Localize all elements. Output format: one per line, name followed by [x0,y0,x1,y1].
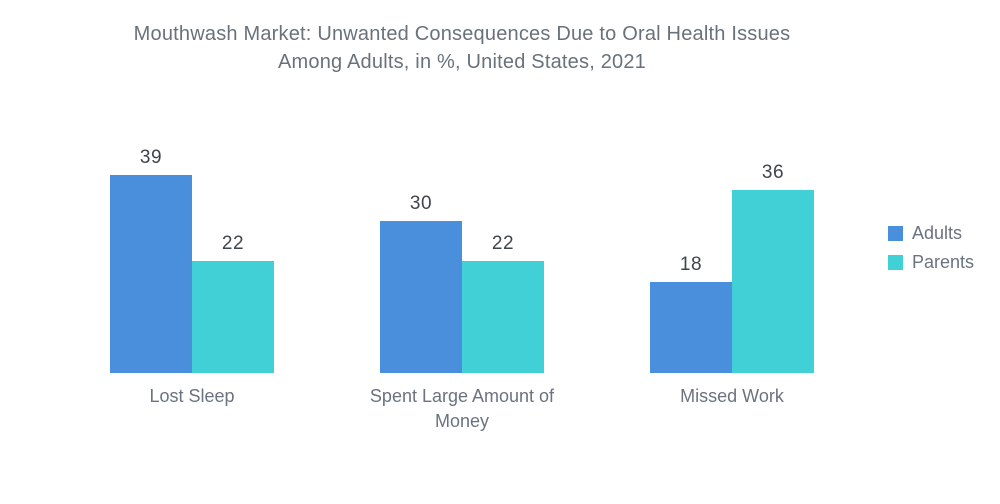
value-label-parents-missed-work: 36 [761,162,785,183]
category-label-spent-large-amount-of-money: Spent Large Amount of Money [369,386,555,431]
bar-group-spent-large-amount-of-money: 30 22 Spent Large Amount of Money [370,0,554,504]
legend-swatch-icon [888,254,903,270]
bar-parents-lost-sleep [192,261,274,373]
bar-group-lost-sleep: 39 22 Lost Sleep [110,0,274,504]
value-label-adults-missed-work: 18 [679,254,703,275]
legend: Adults Parents [888,224,974,282]
chart-title-line2: Among Adults, in %, United States, 2021 [277,51,646,73]
value-label-parents-spent-large-amount-of-money: 22 [491,233,515,254]
bar-column-parents-spent-large-amount-of-money: 22 [462,233,544,373]
bar-column-parents-lost-sleep: 22 [192,233,274,373]
bar-adults-missed-work [650,282,732,373]
category-label-missed-work: Missed Work [680,386,784,406]
category-label-lost-sleep: Lost Sleep [149,386,235,406]
bar-parents-missed-work [732,190,814,373]
legend-item-parents: Parents [888,253,974,271]
legend-item-adults: Adults [888,224,974,242]
bar-parents-spent-large-amount-of-money [462,261,544,373]
bar-column-adults-missed-work: 18 [650,254,732,373]
bar-column-parents-missed-work: 36 [732,162,814,373]
chart-title-line1: Mouthwash Market: Unwanted Consequences … [133,23,791,45]
bars-missed-work: 18 36 [650,162,814,373]
bar-adults-lost-sleep [110,175,192,373]
bar-adults-spent-large-amount-of-money [380,221,462,373]
value-label-adults-lost-sleep: 39 [139,147,163,168]
legend-label: Parents [912,252,975,272]
bars-lost-sleep: 39 22 [110,147,274,373]
legend-swatch-icon [888,225,903,241]
bar-group-missed-work: 18 36 Missed Work [650,0,814,504]
chart-title: Mouthwash Market: Unwanted Consequences … [0,20,1000,76]
bar-column-adults-spent-large-amount-of-money: 30 [380,193,462,373]
value-label-parents-lost-sleep: 22 [221,233,245,254]
value-label-adults-spent-large-amount-of-money: 30 [409,193,433,214]
bar-column-adults-lost-sleep: 39 [110,147,192,373]
bars-spent-large-amount-of-money: 30 22 [380,193,544,373]
legend-label: Adults [912,223,963,243]
